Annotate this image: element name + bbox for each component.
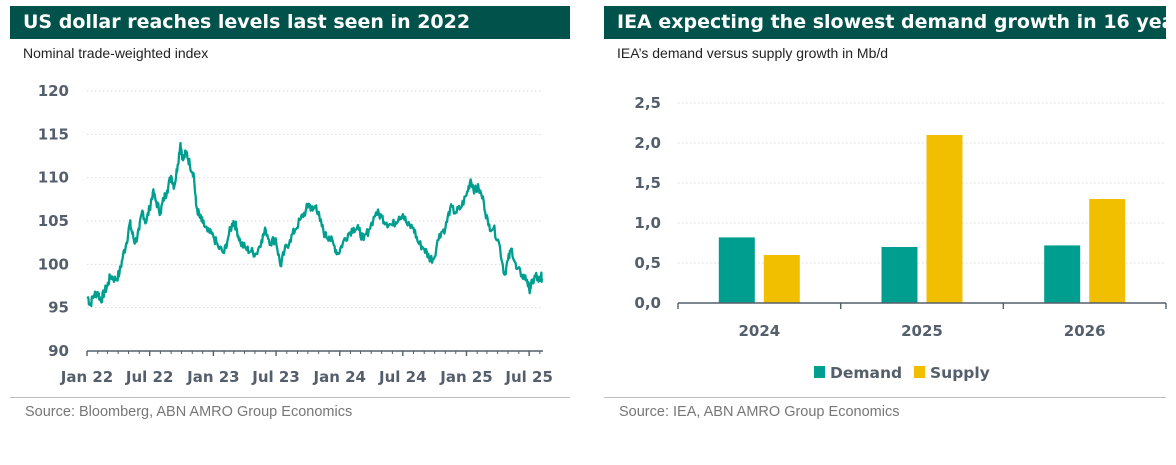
supply-bar-2024 (763, 255, 800, 303)
demand-bar-2025 (881, 247, 918, 303)
demand-bar-2024 (718, 237, 755, 303)
y-tick-label: 110 (38, 169, 69, 187)
legend-swatch-demand (814, 366, 825, 378)
dollar-index-series-line (86, 141, 544, 308)
x-tick-label: Jul 22 (125, 368, 174, 386)
supply-bar-2025 (926, 135, 963, 303)
x-tick-label: Jan 23 (186, 368, 239, 386)
x-category-label: 2025 (901, 322, 943, 340)
y-tick-label: 2,0 (634, 134, 661, 152)
left-source-divider (10, 397, 570, 398)
right-chart-source: Source: IEA, ABN AMRO Group Economics (619, 404, 900, 420)
y-tick-label: 1,5 (634, 174, 661, 192)
left-chart-panel: US dollar reaches levels last seen in 20… (10, 6, 570, 61)
legend-label-demand: Demand (830, 364, 902, 382)
right-chart-title: IEA expecting the slowest demand growth … (604, 6, 1166, 39)
demand-bar-2026 (1044, 245, 1081, 303)
y-tick-label: 0,0 (634, 294, 661, 312)
x-tick-label: Jan 25 (439, 368, 492, 386)
x-category-label: 2026 (1064, 322, 1106, 340)
iea-demand-supply-bar-chart: 0,0 0,5 1,0 1,5 2,0 2,5 2024 2025 2026 Demand Supp… (634, 94, 1167, 382)
x-tick-label: Jul 23 (251, 368, 300, 386)
supply-bar-2026 (1089, 199, 1126, 303)
y-tick-label: 1,0 (634, 214, 661, 232)
y-tick-label: 2,5 (634, 94, 661, 112)
y-tick-label: 95 (48, 299, 69, 317)
x-tick-label: Jan 22 (60, 368, 113, 386)
right-source-divider (604, 397, 1166, 398)
legend-swatch-supply (914, 366, 925, 378)
y-tick-label: 105 (38, 212, 69, 230)
y-tick-label: 120 (38, 82, 69, 100)
left-chart-subtitle: Nominal trade-weighted index (23, 45, 209, 61)
y-tick-label: 100 (38, 255, 69, 273)
legend-label-supply: Supply (930, 364, 990, 382)
left-chart-title: US dollar reaches levels last seen in 20… (10, 6, 570, 39)
left-chart-source: Source: Bloomberg, ABN AMRO Group Econom… (25, 404, 353, 420)
x-tick-label: Jul 25 (504, 368, 553, 386)
y-tick-label: 115 (38, 125, 69, 143)
x-category-label: 2024 (738, 322, 780, 340)
y-tick-label: 0,5 (634, 254, 661, 272)
right-chart-panel: IEA expecting the slowest demand growth … (604, 6, 1166, 61)
x-tick-label: Jan 24 (313, 368, 366, 386)
right-chart-subtitle: IEA’s demand versus supply growth in Mb/… (617, 45, 889, 61)
dollar-index-line-chart: 90 95 100 105 110 115 120 Jan 22 Jul 22 Jan 23 Jul… (38, 82, 553, 386)
y-tick-label: 90 (48, 342, 69, 360)
x-tick-label: Jul 24 (378, 368, 427, 386)
